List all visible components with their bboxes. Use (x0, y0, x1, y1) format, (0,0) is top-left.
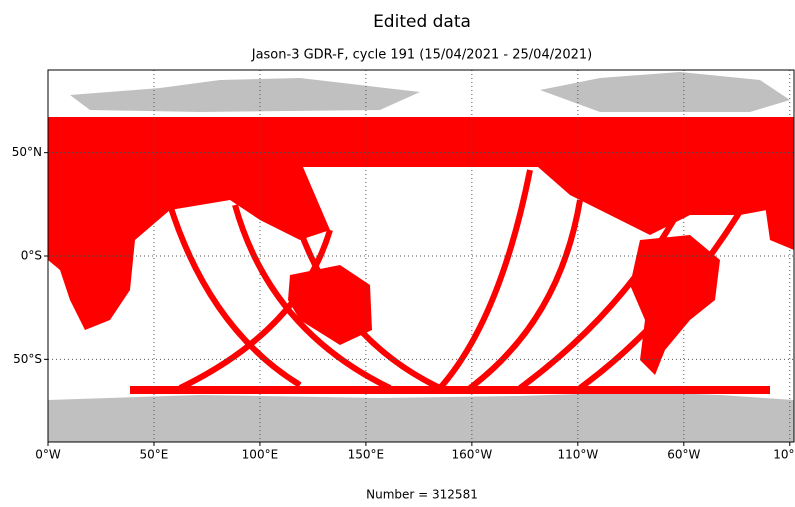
australia (288, 265, 372, 345)
track (178, 229, 333, 391)
north-america (530, 160, 794, 235)
x-tick-label: 150°E (348, 448, 385, 462)
track (578, 138, 783, 391)
arctic-land (70, 78, 420, 112)
chart-subtitle: Jason-3 GDR-F, cycle 191 (15/04/2021 - 2… (251, 48, 593, 63)
track (518, 121, 771, 391)
europe (48, 160, 160, 180)
track (468, 199, 583, 391)
footer: Number = 312581 (366, 488, 478, 502)
track (232, 204, 392, 391)
edited-band (48, 117, 794, 167)
antarctica (48, 392, 794, 442)
x-tick-label: 10°W (773, 448, 795, 462)
x-tick-label: 50°E (140, 448, 169, 462)
x-tick-label: 0°W (35, 448, 61, 462)
track (167, 204, 302, 388)
track (297, 228, 442, 391)
x-tick-label: 110°W (557, 448, 598, 462)
chart-title: Edited data (373, 12, 471, 32)
x-tick-label: 160°W (451, 448, 492, 462)
y-tick-label: 50°N (12, 145, 42, 159)
greenland (540, 72, 790, 112)
south-band (130, 386, 770, 394)
track (437, 169, 533, 390)
x-tick-label: 60°W (667, 448, 700, 462)
map-layer (48, 72, 794, 442)
plot-frame (47, 69, 795, 443)
y-tick-label: 50°S (13, 352, 42, 366)
west-africa (765, 195, 794, 250)
x-tick-label: 100°E (242, 448, 279, 462)
y-tick-label: 0°S (21, 249, 42, 263)
